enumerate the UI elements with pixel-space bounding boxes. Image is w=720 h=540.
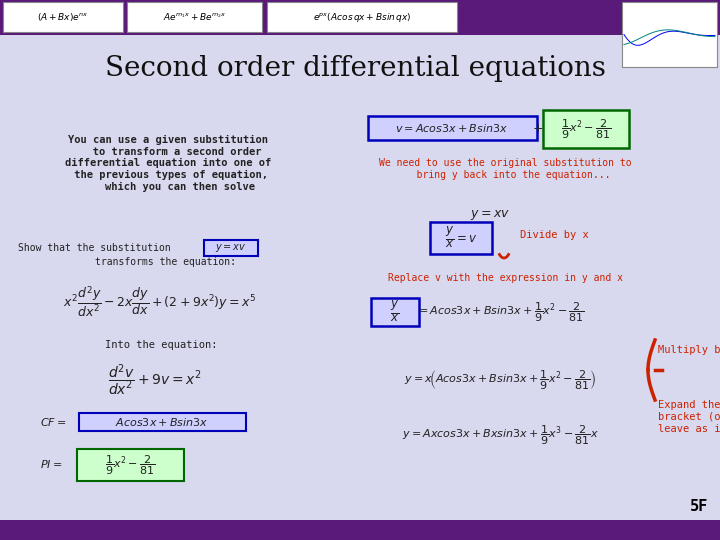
Text: $y = Axcos3x + Bxsin3x + \dfrac{1}{9}x^3 - \dfrac{2}{81}x$: $y = Axcos3x + Bxsin3x + \dfrac{1}{9}x^3… [402,423,598,447]
FancyBboxPatch shape [267,2,457,32]
Text: $(A + Bx)e^{nx}$: $(A + Bx)e^{nx}$ [37,11,89,23]
Text: You can use a given substitution
   to transform a second order
differential equ: You can use a given substitution to tran… [65,135,271,192]
FancyBboxPatch shape [368,116,537,140]
Text: $y = xv$: $y = xv$ [215,242,247,254]
FancyBboxPatch shape [430,222,492,254]
Text: $v = Acos3x + Bsin3x$: $v = Acos3x + Bsin3x$ [395,122,508,134]
Text: Show that the substitution: Show that the substitution [18,243,171,253]
Bar [0,0,720,35]
Text: $\dfrac{y}{x}$: $\dfrac{y}{x}$ [390,300,400,325]
Text: $y = x\!\left(Acos3x + Bsin3x + \dfrac{1}{9}x^2 - \dfrac{2}{81}\right)$: $y = x\!\left(Acos3x + Bsin3x + \dfrac{1… [404,368,596,392]
FancyBboxPatch shape [127,2,262,32]
Text: Divide by x: Divide by x [520,230,589,240]
FancyBboxPatch shape [77,449,184,481]
Text: Multiply by x: Multiply by x [658,345,720,355]
Text: 5F: 5F [690,499,708,514]
FancyBboxPatch shape [371,298,419,326]
FancyBboxPatch shape [622,2,717,67]
Text: $Acos3x + Bsin3x$: $Acos3x + Bsin3x$ [115,416,209,428]
Text: $= Acos3x + Bsin3x + \dfrac{1}{9}x^2 - \dfrac{2}{81}$: $= Acos3x + Bsin3x + \dfrac{1}{9}x^2 - \… [415,300,585,324]
Text: We need to use the original substitution to
   bring y back into the equation...: We need to use the original substitution… [379,158,631,180]
Text: $\dfrac{y}{x} = v$: $\dfrac{y}{x} = v$ [445,226,477,251]
FancyBboxPatch shape [543,110,629,148]
Text: transforms the equation:: transforms the equation: [95,257,236,267]
Text: Into the equation:: Into the equation: [105,340,217,350]
Text: Replace v with the expression in y and x: Replace v with the expression in y and x [387,273,623,283]
Text: $x^2\dfrac{d^2y}{dx^2} - 2x\dfrac{dy}{dx} + (2+9x^2)y = x^5$: $x^2\dfrac{d^2y}{dx^2} - 2x\dfrac{dy}{dx… [63,285,257,319]
Text: $+$: $+$ [532,122,544,134]
FancyBboxPatch shape [204,240,258,256]
Text: $CF =$: $CF =$ [40,416,66,428]
FancyBboxPatch shape [3,2,123,32]
Text: $PI =$: $PI =$ [40,458,63,470]
Text: $\dfrac{1}{9}x^2 - \dfrac{2}{81}$: $\dfrac{1}{9}x^2 - \dfrac{2}{81}$ [561,117,611,141]
Bar [0,520,720,540]
Text: $e^{px}(Acos\,qx + Bsin\,qx)$: $e^{px}(Acos\,qx + Bsin\,qx)$ [312,10,411,24]
Text: $\dfrac{1}{9}x^2 - \dfrac{2}{81}$: $\dfrac{1}{9}x^2 - \dfrac{2}{81}$ [104,453,156,477]
Text: Expand the
bracket (or
leave as it is!): Expand the bracket (or leave as it is!) [658,400,720,433]
Text: $\dfrac{d^2v}{dx^2} + 9v = x^2$: $\dfrac{d^2v}{dx^2} + 9v = x^2$ [108,362,202,398]
Text: $Ae^{m_1x} + Be^{m_2x}$: $Ae^{m_1x} + Be^{m_2x}$ [163,11,226,23]
FancyBboxPatch shape [79,413,246,431]
Text: $y = xv$: $y = xv$ [470,208,510,222]
Text: Second order differential equations: Second order differential equations [104,55,606,82]
